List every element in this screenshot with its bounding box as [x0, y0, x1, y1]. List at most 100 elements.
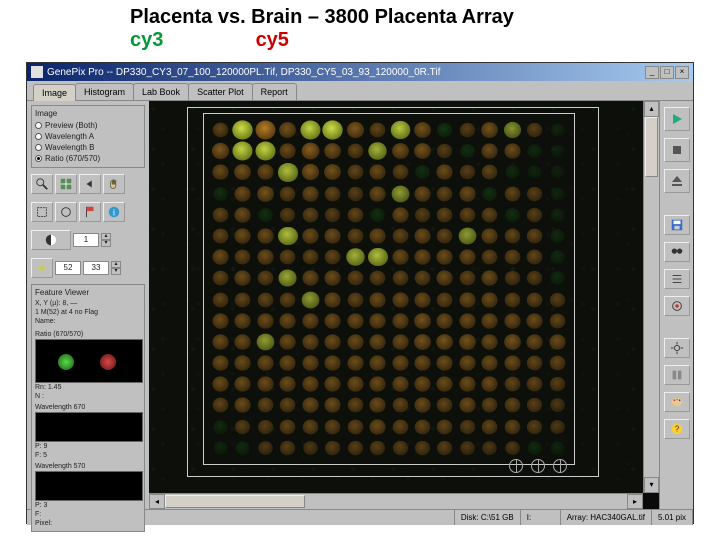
spot[interactable]: [235, 313, 252, 328]
spot[interactable]: [325, 377, 342, 392]
spot[interactable]: [482, 334, 499, 349]
spot[interactable]: [482, 313, 499, 328]
spot[interactable]: [347, 207, 363, 222]
spot[interactable]: [414, 377, 431, 392]
spot[interactable]: [527, 356, 543, 371]
spot[interactable]: [325, 228, 342, 243]
spot[interactable]: [505, 208, 520, 222]
spot[interactable]: [392, 377, 409, 392]
spot[interactable]: [370, 186, 387, 201]
spot[interactable]: [549, 356, 565, 371]
spot[interactable]: [370, 355, 387, 370]
spot[interactable]: [302, 207, 318, 222]
spot[interactable]: [482, 441, 497, 455]
spot[interactable]: [257, 165, 274, 180]
spot[interactable]: [482, 187, 497, 201]
spot[interactable]: [437, 313, 454, 328]
spot[interactable]: [527, 419, 543, 434]
spot[interactable]: [504, 313, 521, 328]
spot[interactable]: [527, 377, 543, 392]
spot[interactable]: [482, 271, 499, 286]
spot[interactable]: [392, 207, 409, 222]
spot[interactable]: [550, 229, 565, 243]
spot[interactable]: [347, 419, 363, 434]
spot[interactable]: [235, 250, 251, 265]
spot[interactable]: [460, 144, 475, 158]
spot[interactable]: [213, 207, 229, 222]
spot[interactable]: [504, 398, 520, 413]
spot[interactable]: [527, 229, 543, 244]
spot[interactable]: [370, 313, 387, 328]
spot[interactable]: [392, 419, 408, 434]
spot[interactable]: [214, 441, 228, 454]
spot[interactable]: [280, 208, 296, 223]
spot[interactable]: [235, 419, 251, 434]
spot[interactable]: [325, 313, 342, 328]
spot[interactable]: [392, 313, 409, 328]
spot[interactable]: [347, 271, 363, 286]
scroll-left[interactable]: ◂: [149, 494, 165, 509]
spot[interactable]: [390, 121, 410, 140]
spot[interactable]: [302, 419, 318, 434]
spot[interactable]: [347, 144, 363, 159]
spot[interactable]: [527, 250, 543, 265]
spot[interactable]: [370, 398, 387, 413]
horizontal-scrollbar[interactable]: ◂ ▸: [149, 493, 643, 509]
spot[interactable]: [392, 229, 408, 244]
spot[interactable]: [212, 313, 229, 328]
spot[interactable]: [325, 419, 341, 434]
spot[interactable]: [414, 122, 431, 138]
help-button[interactable]: ?: [664, 419, 690, 439]
palette-button[interactable]: [664, 392, 690, 412]
spot[interactable]: [437, 165, 454, 180]
spot[interactable]: [459, 377, 476, 392]
info-tool[interactable]: i: [103, 202, 125, 222]
spot[interactable]: [346, 248, 365, 266]
spot[interactable]: [437, 398, 453, 413]
spot[interactable]: [368, 142, 387, 160]
spot[interactable]: [235, 355, 252, 370]
spinner1-value[interactable]: 1: [73, 233, 99, 247]
spot[interactable]: [460, 165, 476, 180]
spot[interactable]: [459, 249, 476, 264]
spinner2b-value[interactable]: 33: [83, 261, 109, 275]
search-button[interactable]: [664, 242, 690, 262]
spot[interactable]: [392, 292, 409, 307]
spot[interactable]: [280, 377, 297, 392]
spinner1-down[interactable]: ▾: [101, 240, 111, 247]
spot[interactable]: [236, 441, 251, 455]
spot[interactable]: [550, 272, 565, 286]
radio-ratio[interactable]: Ratio (670/570): [35, 153, 141, 164]
save-button[interactable]: [664, 215, 690, 235]
spot[interactable]: [255, 142, 275, 161]
spot[interactable]: [504, 250, 520, 265]
spot[interactable]: [280, 355, 297, 370]
spot[interactable]: [459, 186, 476, 201]
spot[interactable]: [414, 334, 431, 350]
spot[interactable]: [482, 228, 499, 243]
spot[interactable]: [213, 123, 229, 138]
spot[interactable]: [325, 186, 341, 201]
spot[interactable]: [235, 228, 252, 243]
spot[interactable]: [482, 250, 498, 265]
spot[interactable]: [302, 228, 319, 243]
spot[interactable]: [258, 271, 274, 286]
spot[interactable]: [437, 441, 453, 456]
spot[interactable]: [437, 292, 453, 307]
spot[interactable]: [415, 441, 431, 456]
spot[interactable]: [504, 355, 521, 370]
spot[interactable]: [504, 334, 521, 350]
spot[interactable]: [549, 334, 566, 349]
minimize-button[interactable]: _: [645, 66, 659, 79]
spot[interactable]: [527, 292, 543, 307]
spot[interactable]: [528, 144, 543, 158]
spot[interactable]: [257, 377, 274, 392]
spot[interactable]: [392, 271, 408, 286]
spot[interactable]: [258, 292, 274, 307]
spot[interactable]: [278, 163, 297, 181]
spot[interactable]: [368, 248, 387, 266]
spot[interactable]: [302, 186, 319, 201]
spot[interactable]: [392, 249, 409, 264]
spot[interactable]: [302, 377, 319, 392]
spot[interactable]: [235, 334, 252, 349]
